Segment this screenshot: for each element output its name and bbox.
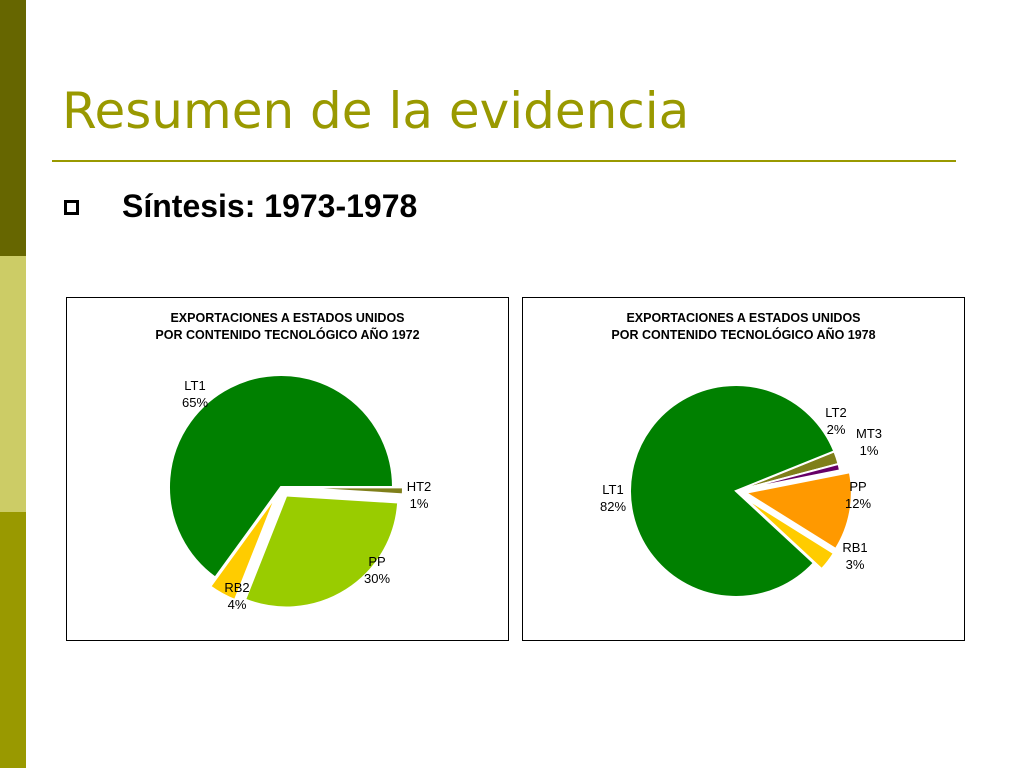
slice-name: LT2 xyxy=(825,405,847,420)
slice-percent: 4% xyxy=(227,597,247,612)
slice-name: PP xyxy=(368,554,386,569)
slice-label-lt1: LT1 82% xyxy=(600,481,626,515)
chart-title: EXPORTACIONES A ESTADOS UNIDOS POR CONTE… xyxy=(523,310,964,344)
slice-percent: 65% xyxy=(181,395,209,410)
pie-slice-rb2 xyxy=(208,495,278,602)
slice-label-ht2: HT2 1% xyxy=(407,478,432,512)
slice-label-pp: PP 30% xyxy=(364,553,390,587)
slice-label-mt3: MT3 1% xyxy=(856,425,882,459)
slice-percent: 1% xyxy=(409,496,429,511)
slice-percent: 3% xyxy=(845,557,865,572)
pie-slice-lt1 xyxy=(168,374,395,580)
slice-percent: 1% xyxy=(859,443,879,458)
slice-percent: 82% xyxy=(599,499,627,514)
slice-label-rb2: RB2 4% xyxy=(224,579,249,613)
bullet-text: Síntesis: 1973-1978 xyxy=(122,188,418,224)
slice-name: HT2 xyxy=(406,479,432,494)
pie-slice-lt1 xyxy=(629,384,836,598)
pie-chart-svg xyxy=(168,374,404,609)
slice-percent: 12% xyxy=(844,496,872,511)
slide-title: Resumen de la evidencia xyxy=(62,82,690,140)
slice-percent: 2% xyxy=(826,422,846,437)
slice-label-pp: PP 12% xyxy=(845,478,871,512)
sidebar-decoration xyxy=(0,0,26,768)
pie-slice-mt3 xyxy=(735,462,842,492)
chart-title-line-2: POR CONTENIDO TECNOLÓGICO AÑO 1978 xyxy=(611,328,876,342)
slice-name: RB1 xyxy=(842,540,868,555)
pie-slice-rb1 xyxy=(743,496,836,571)
chart-title-line-2: POR CONTENIDO TECNOLÓGICO AÑO 1972 xyxy=(155,328,420,342)
slice-name: LT1 xyxy=(184,378,206,393)
slice-name: PP xyxy=(849,479,867,494)
pie-chart-1972: EXPORTACIONES A ESTADOS UNIDOS POR CONTE… xyxy=(66,297,509,641)
square-bullet-icon xyxy=(64,200,79,215)
slice-name: RB2 xyxy=(224,580,250,595)
slice-name: MT3 xyxy=(856,426,882,441)
pie-chart-1978: EXPORTACIONES A ESTADOS UNIDOS POR CONTE… xyxy=(522,297,965,641)
chart-title-line-1: EXPORTACIONES A ESTADOS UNIDOS xyxy=(170,311,405,325)
sidebar-band-middle xyxy=(0,256,26,512)
slice-label-lt2: LT2 2% xyxy=(825,404,846,438)
sidebar-band-top xyxy=(0,0,26,256)
sidebar-band-bottom xyxy=(0,512,26,768)
slice-label-lt1: LT1 65% xyxy=(182,377,208,411)
pie-slice-ht2 xyxy=(290,486,404,496)
title-divider xyxy=(52,160,956,162)
slice-label-rb1: RB1 3% xyxy=(842,539,867,573)
pie-slice-pp xyxy=(243,494,400,609)
slice-percent: 30% xyxy=(363,571,391,586)
pie-slice-pp xyxy=(743,471,853,551)
pie-chart-svg xyxy=(629,384,853,598)
slice-name: LT1 xyxy=(602,482,624,497)
chart-title-line-1: EXPORTACIONES A ESTADOS UNIDOS xyxy=(626,311,861,325)
chart-title: EXPORTACIONES A ESTADOS UNIDOS POR CONTE… xyxy=(67,310,508,344)
